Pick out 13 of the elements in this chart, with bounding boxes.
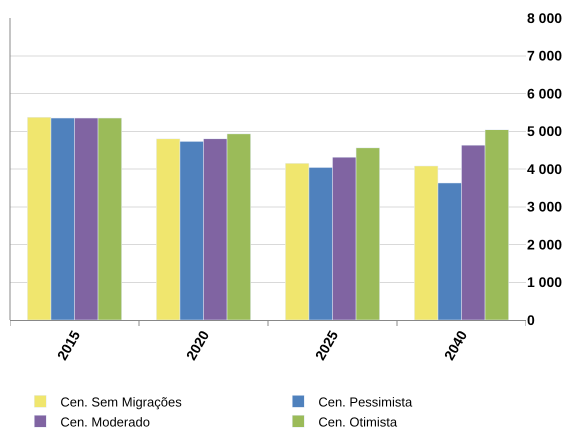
y-tick-label: 3 000 — [527, 198, 562, 215]
y-tick-label: 1 000 — [527, 274, 562, 290]
y-tick-label: 0 — [527, 312, 535, 328]
y-tick-label: 2 000 — [527, 236, 562, 252]
legend-label: Cen. Otimista — [318, 414, 398, 430]
y-tick-label: 5 000 — [527, 123, 562, 140]
y-tick-label: 7 000 — [527, 48, 562, 64]
legend-label: Cen. Moderado — [60, 414, 150, 430]
y-tick-label: 4 000 — [527, 160, 562, 177]
y-tick-label: 8 000 — [527, 10, 562, 26]
y-tick-label: 6 000 — [527, 85, 562, 102]
legend-label: Cen. Sem Migrações — [60, 394, 182, 410]
legend-label: Cen. Pessimista — [318, 394, 414, 410]
